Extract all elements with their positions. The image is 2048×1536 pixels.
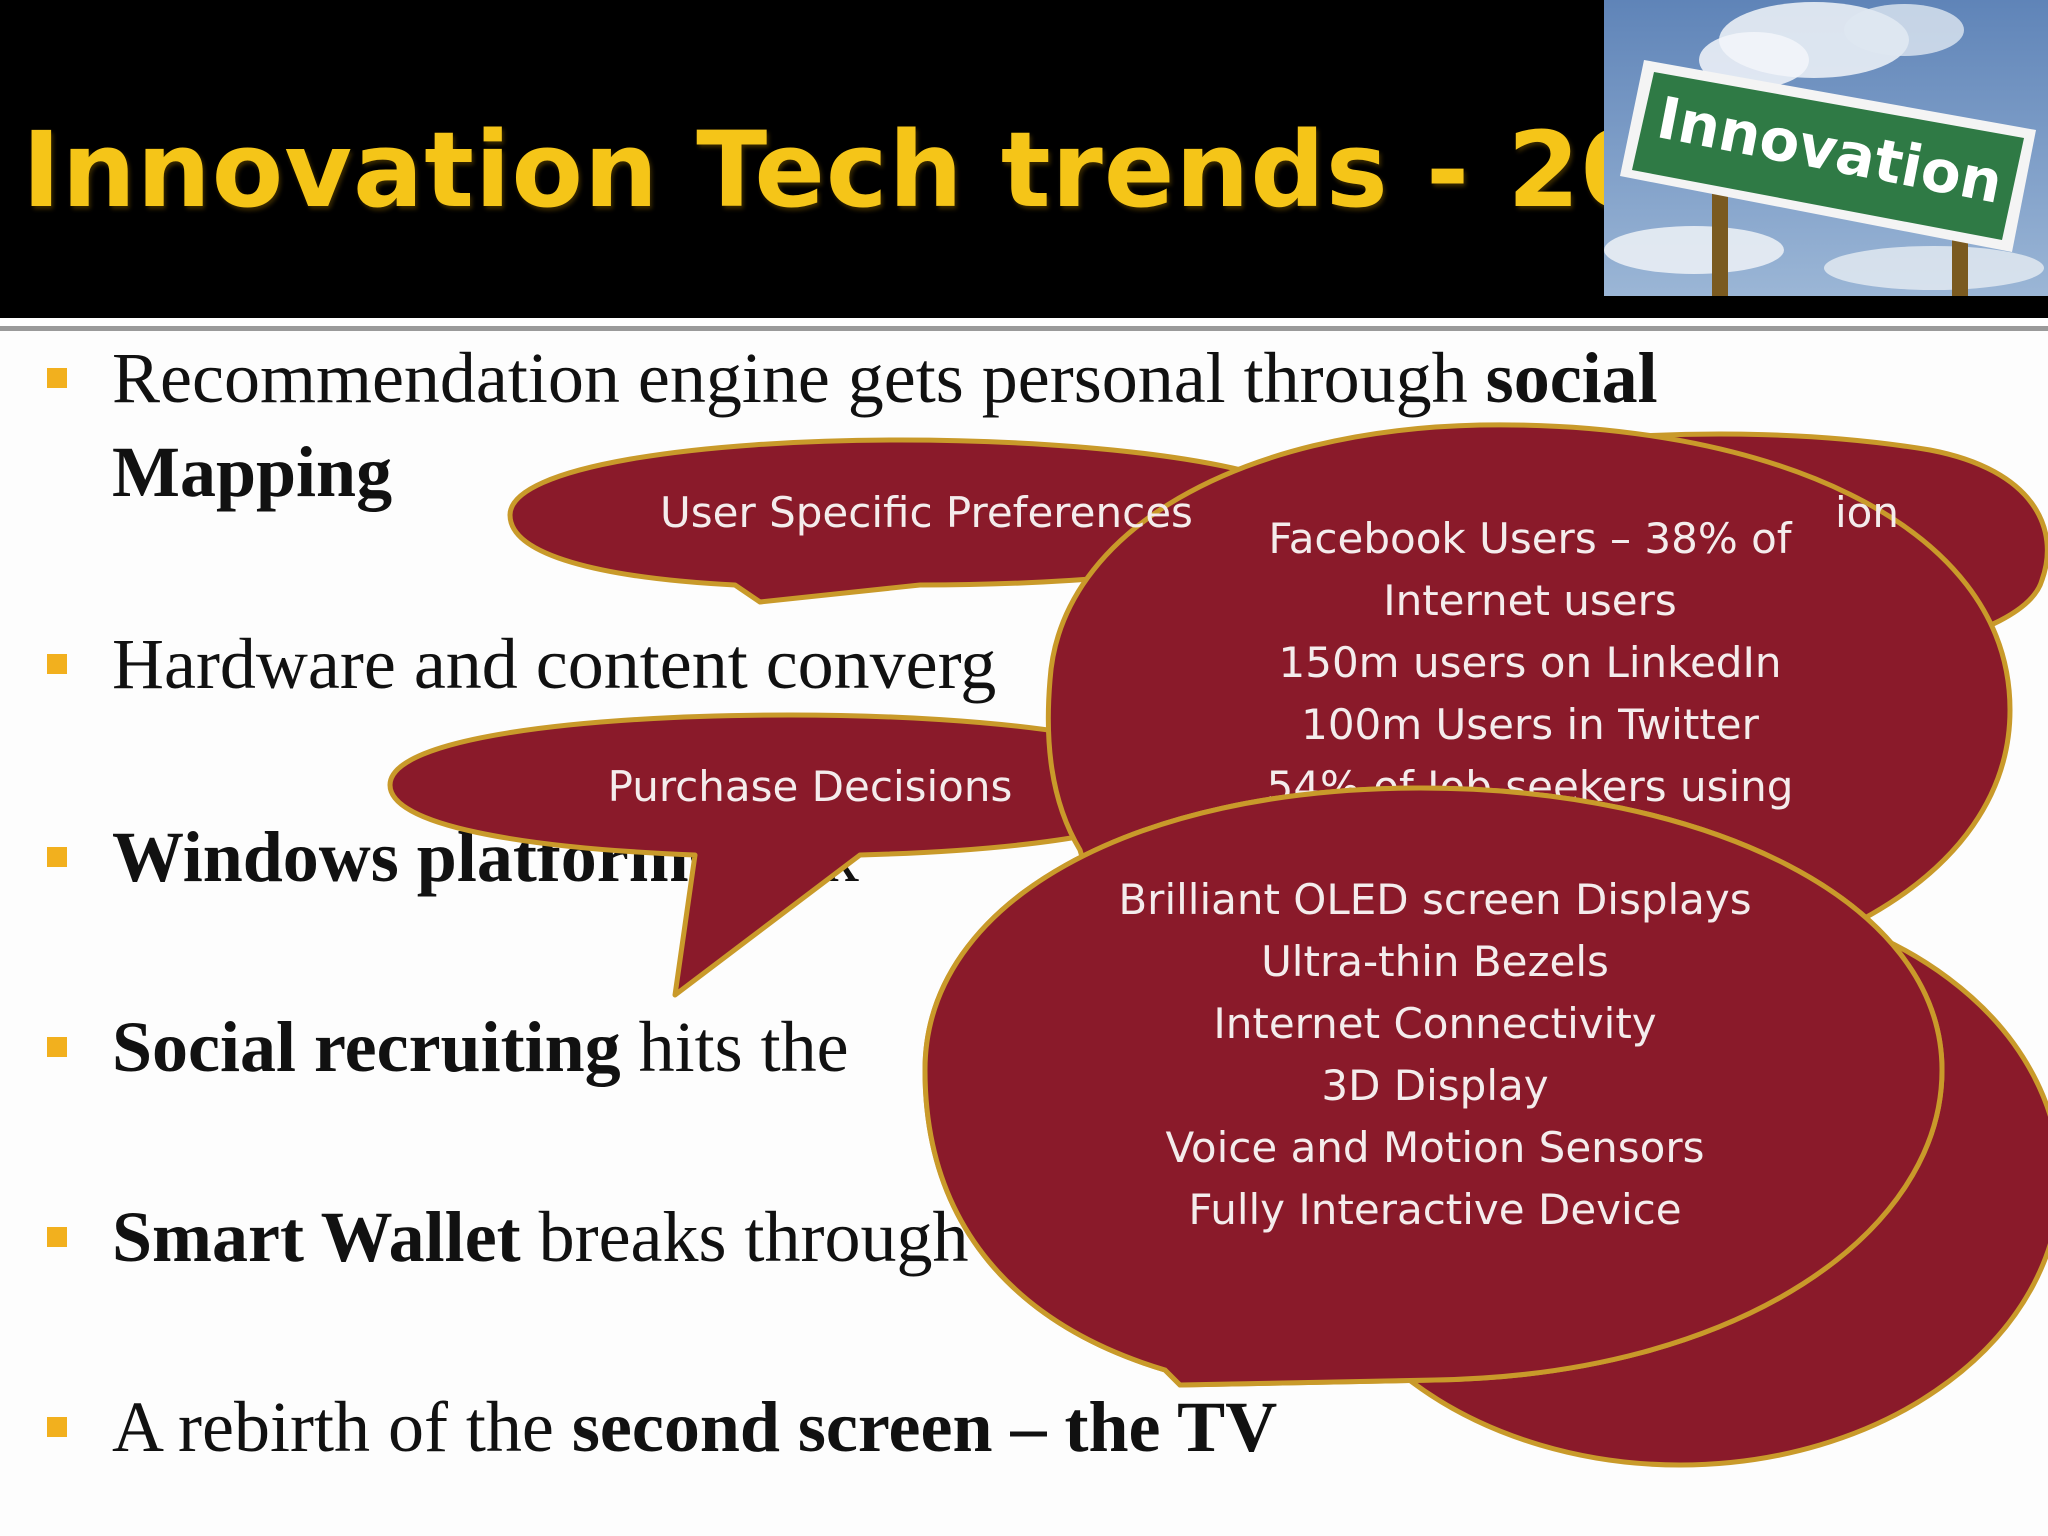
callout-tv-features-front (922, 785, 1945, 1388)
sign-post (1952, 240, 1968, 296)
square-bullet-icon (47, 1227, 67, 1247)
cloud (1699, 32, 1809, 88)
stat-line: Facebook Users – 38% of (1268, 514, 1792, 563)
callout-text-user-preferences: User Specific Preferences (660, 488, 1193, 537)
innovation-road-sign-icon: Innovation (1604, 0, 2048, 296)
feature-line: Brilliant OLED screen Displays (1118, 875, 1752, 924)
feature-line: Internet Connectivity (1213, 999, 1657, 1048)
stat-line: 100m Users in Twitter (1301, 700, 1759, 749)
stat-line: Internet users (1383, 576, 1677, 625)
feature-line: Ultra-thin Bezels (1261, 937, 1609, 986)
sign-panel (1632, 72, 2024, 240)
sign-post (1712, 190, 1728, 296)
callout-tv-features-text: Brilliant OLED screen Displays Ultra-thi… (1010, 869, 1860, 1249)
feature-line: Fully Interactive Device (1188, 1185, 1682, 1234)
feature-line: Voice and Motion Sensors (1165, 1123, 1705, 1172)
bullet-text: Recommendation engine gets personal thro… (112, 338, 1658, 418)
square-bullet-icon (47, 1417, 67, 1437)
bullet-text: A rebirth of the second screen – the TV (112, 1387, 1278, 1467)
bullet-text-continuation: Mapping (112, 432, 393, 512)
feature-line: 3D Display (1321, 1061, 1549, 1110)
callout-text-purchase-decisions: Purchase Decisions (607, 762, 1013, 811)
stat-line: 150m users on LinkedIn (1278, 638, 1782, 687)
square-bullet-icon (47, 847, 67, 867)
square-bullet-icon (47, 1037, 67, 1057)
bullet-text: Social recruiting hits the (112, 1007, 849, 1087)
slide-title: Innovation Tech trends - 2012 (22, 109, 1801, 231)
square-bullet-icon (47, 368, 67, 388)
cloud (1844, 4, 1964, 56)
bullet-text: Smart Wallet breaks through (112, 1197, 969, 1277)
bullet-text: Hardware and content converg (112, 624, 997, 704)
square-bullet-icon (47, 654, 67, 674)
header-divider (0, 318, 2048, 326)
cloud (1604, 226, 1784, 274)
callout-text-hidden: ion (1835, 488, 1899, 537)
cloud (1824, 246, 2044, 290)
header-divider-shadow (0, 326, 2048, 331)
